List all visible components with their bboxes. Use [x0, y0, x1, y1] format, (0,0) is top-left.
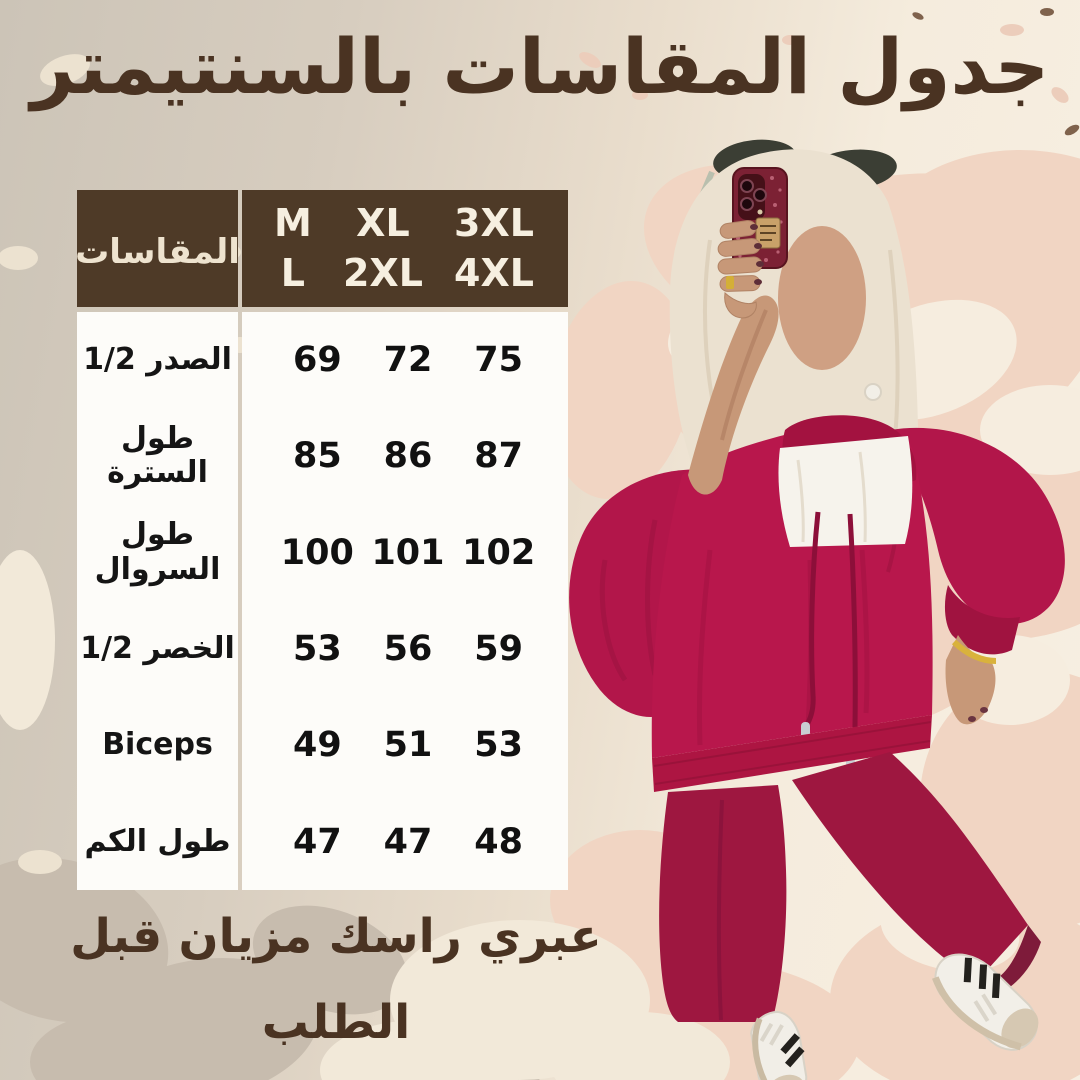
left-sneaker — [750, 1010, 808, 1080]
table-header-sizes: M L XL 2XL 3XL 4XL — [242, 190, 568, 307]
row-label-jacket-length: طول السترة — [77, 408, 238, 504]
table-values-grid: 69 72 75 85 86 87 100 101 102 53 56 59 4… — [242, 312, 568, 890]
cell-value: 53 — [474, 725, 524, 766]
size-column-3xl4xl: 3XL 4XL — [454, 199, 534, 298]
measure-note-line2: باش تختاري المقاس لي ناسبك — [8, 1065, 664, 1080]
label-line: Biceps — [102, 727, 213, 763]
phone — [732, 167, 788, 269]
label-line: طول — [120, 517, 195, 553]
table-header-measurements: المقاسات — [75, 190, 240, 307]
cell-value: 48 — [474, 821, 524, 862]
label-line: طول الكم — [84, 823, 231, 859]
table-body: الصدر 1/2 طول السترة طول السروال الخصر 1… — [77, 312, 568, 890]
cell-value: 87 — [474, 436, 524, 477]
measure-note-line1: عبري راسك مزيان قبل الطلب — [70, 909, 602, 1050]
row-label-sleeve-length: طول الكم — [77, 794, 238, 890]
label-line: الخصر 1/2 — [80, 630, 235, 666]
model-forearm — [688, 295, 779, 495]
size-table: المقاسات M L XL 2XL 3XL 4XL الصدر 1/ — [75, 190, 568, 890]
measure-note: عبري راسك مزيان قبل الطلب باش تختاري الم… — [8, 894, 664, 1080]
size-top: XL — [356, 201, 410, 246]
cell-value: 86 — [383, 436, 433, 477]
ring — [726, 276, 734, 289]
label-line: الصدر 1/2 — [83, 341, 232, 377]
cell-value: 100 — [280, 532, 354, 573]
hoodie-left-sleeve — [569, 469, 713, 717]
label-line: السترة — [107, 455, 208, 491]
size-bottom: L — [280, 250, 306, 295]
size-bottom: 2XL — [342, 250, 423, 295]
cell-value: 56 — [383, 629, 433, 670]
cell-value: 51 — [383, 725, 433, 766]
cell-value: 47 — [292, 821, 342, 862]
hoodie-body — [651, 422, 933, 758]
cell-value: 53 — [292, 629, 342, 670]
cell-value: 85 — [292, 436, 342, 477]
hoodie-right-sleeve — [890, 427, 1065, 624]
table-labels-column: الصدر 1/2 طول السترة طول السروال الخصر 1… — [77, 312, 238, 890]
size-column-ml: M L — [274, 199, 312, 298]
underscarf — [778, 436, 913, 547]
sunglasses-icon — [693, 139, 897, 212]
cell-value: 75 — [474, 340, 524, 381]
page-title: جدول المقاسات بالسنتيمتر — [30, 22, 1050, 111]
cell-value: 69 — [292, 340, 342, 381]
face — [778, 226, 866, 370]
size-top: 3XL — [454, 201, 534, 246]
row-label-pants-length: طول السروال — [77, 505, 238, 601]
hood — [782, 415, 917, 501]
right-sneaker — [932, 953, 1039, 1051]
table-header-row: المقاسات M L XL 2XL 3XL 4XL — [75, 190, 568, 307]
cell-value: 47 — [383, 821, 433, 862]
cell-value: 102 — [462, 532, 536, 573]
row-label-biceps: Biceps — [77, 697, 238, 793]
hijab — [669, 149, 919, 544]
label-line: طول — [120, 420, 195, 456]
label-line: السروال — [94, 551, 221, 587]
fingers — [717, 220, 763, 319]
drawstrings — [803, 511, 858, 760]
row-label-waist: الخصر 1/2 — [77, 601, 238, 697]
cell-value: 49 — [292, 725, 342, 766]
model-hand — [945, 635, 996, 725]
pants-left-leg — [659, 785, 787, 1022]
pants-right-leg — [792, 752, 1028, 980]
size-bottom: 4XL — [454, 250, 534, 295]
sleeve-button — [864, 383, 882, 401]
cell-value: 59 — [474, 629, 524, 670]
row-label-chest: الصدر 1/2 — [77, 312, 238, 408]
size-top: M — [274, 201, 312, 246]
size-column-xl2xl: XL 2XL — [343, 199, 423, 298]
hem-band — [652, 715, 932, 792]
cell-value: 72 — [383, 340, 433, 381]
cell-value: 101 — [371, 532, 445, 573]
